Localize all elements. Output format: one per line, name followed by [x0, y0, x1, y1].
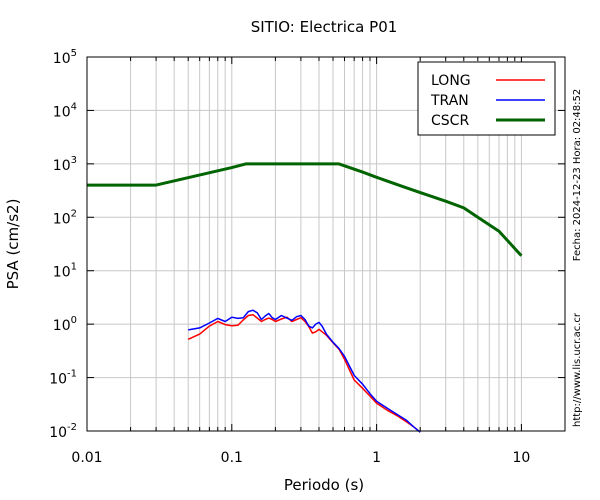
series-line-cscr — [87, 162, 523, 257]
x-tick-label: 0.01 — [71, 450, 102, 466]
legend-label-long: LONG — [431, 73, 471, 89]
y-axis-label: PSA (cm/s2) — [4, 199, 22, 290]
x-tick-labels: 0.01 0.1 1 10 — [71, 450, 530, 466]
x-axis-label: Periodo (s) — [284, 476, 364, 494]
side-text-date: Fecha: 2024-12-23 Hora: 02:48:52 — [572, 89, 583, 262]
legend-box — [417, 61, 556, 136]
side-text-url: http://www.lis.ucr.ac.cr — [572, 312, 583, 427]
legend: LONG TRAN CSCR — [417, 61, 556, 136]
plot-frame — [86, 56, 566, 432]
x-tick-label: 0.1 — [221, 450, 243, 466]
y-tick-label: 101 — [53, 262, 77, 281]
legend-label-tran: TRAN — [430, 93, 469, 109]
x-tick-label: 10 — [512, 450, 530, 466]
legend-label-cscr: CSCR — [431, 113, 469, 129]
y-tick-label: 102 — [53, 208, 77, 227]
series-layer — [87, 162, 523, 433]
y-tick-label: 103 — [53, 155, 77, 174]
y-tick-label: 100 — [53, 315, 77, 334]
y-tick-label: 10-2 — [49, 422, 77, 441]
y-tick-label: 10-1 — [49, 369, 77, 388]
chart-title: SITIO: Electrica P01 — [251, 18, 398, 36]
y-tick-labels: 10-2 10-1 100 101 102 103 104 105 — [49, 48, 77, 441]
series-line-long — [187, 313, 421, 433]
tick-marks — [86, 56, 566, 432]
x-tick-label: 1 — [372, 450, 381, 466]
y-tick-label: 105 — [53, 48, 77, 67]
series-line-tran — [188, 309, 421, 433]
y-tick-label: 104 — [53, 101, 77, 120]
